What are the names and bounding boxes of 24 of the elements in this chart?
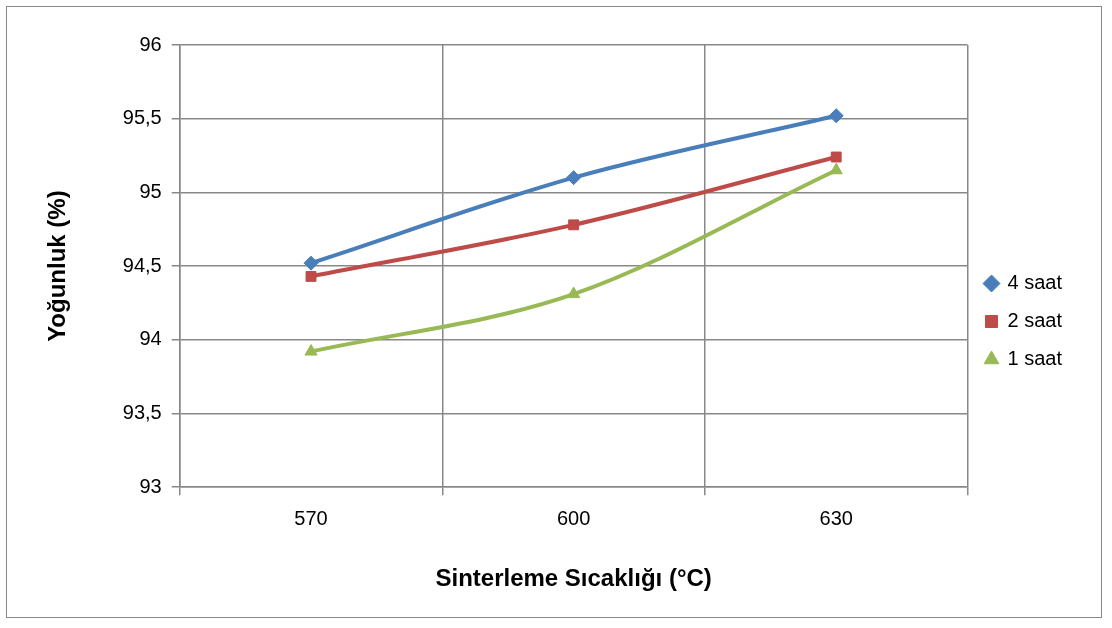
point <box>828 108 844 124</box>
legend-label: 1 saat <box>1007 347 1063 370</box>
legend-label: 4 saat <box>1007 271 1063 294</box>
x-tick-label: 600 <box>556 506 591 529</box>
x-axis-title: Sinterleme Sıcaklığı (°C) <box>435 564 712 592</box>
point <box>567 286 581 299</box>
point <box>304 344 318 356</box>
point <box>566 170 582 186</box>
y-tick-label: 96 <box>139 32 162 55</box>
y-axis-title: Yoğunluk (%) <box>43 190 71 342</box>
y-tick-label: 94,5 <box>122 253 162 276</box>
x-tick-label: 570 <box>294 506 328 529</box>
y-tick-label: 95 <box>139 179 162 202</box>
y-tick-label: 95,5 <box>122 106 162 129</box>
point <box>829 162 843 175</box>
y-tick-label: 94 <box>139 327 162 350</box>
point <box>568 219 580 231</box>
y-tick-label: 93,5 <box>122 401 162 424</box>
point <box>830 151 842 163</box>
point <box>303 255 319 271</box>
y-tick-label: 93 <box>139 474 162 497</box>
x-tick-label: 630 <box>819 506 853 529</box>
legend-label: 2 saat <box>1007 309 1063 332</box>
point <box>305 270 317 282</box>
